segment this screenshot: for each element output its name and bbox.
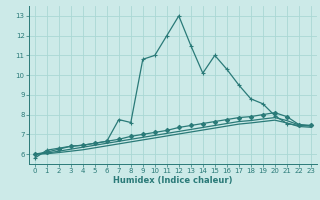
X-axis label: Humidex (Indice chaleur): Humidex (Indice chaleur) xyxy=(113,176,233,185)
